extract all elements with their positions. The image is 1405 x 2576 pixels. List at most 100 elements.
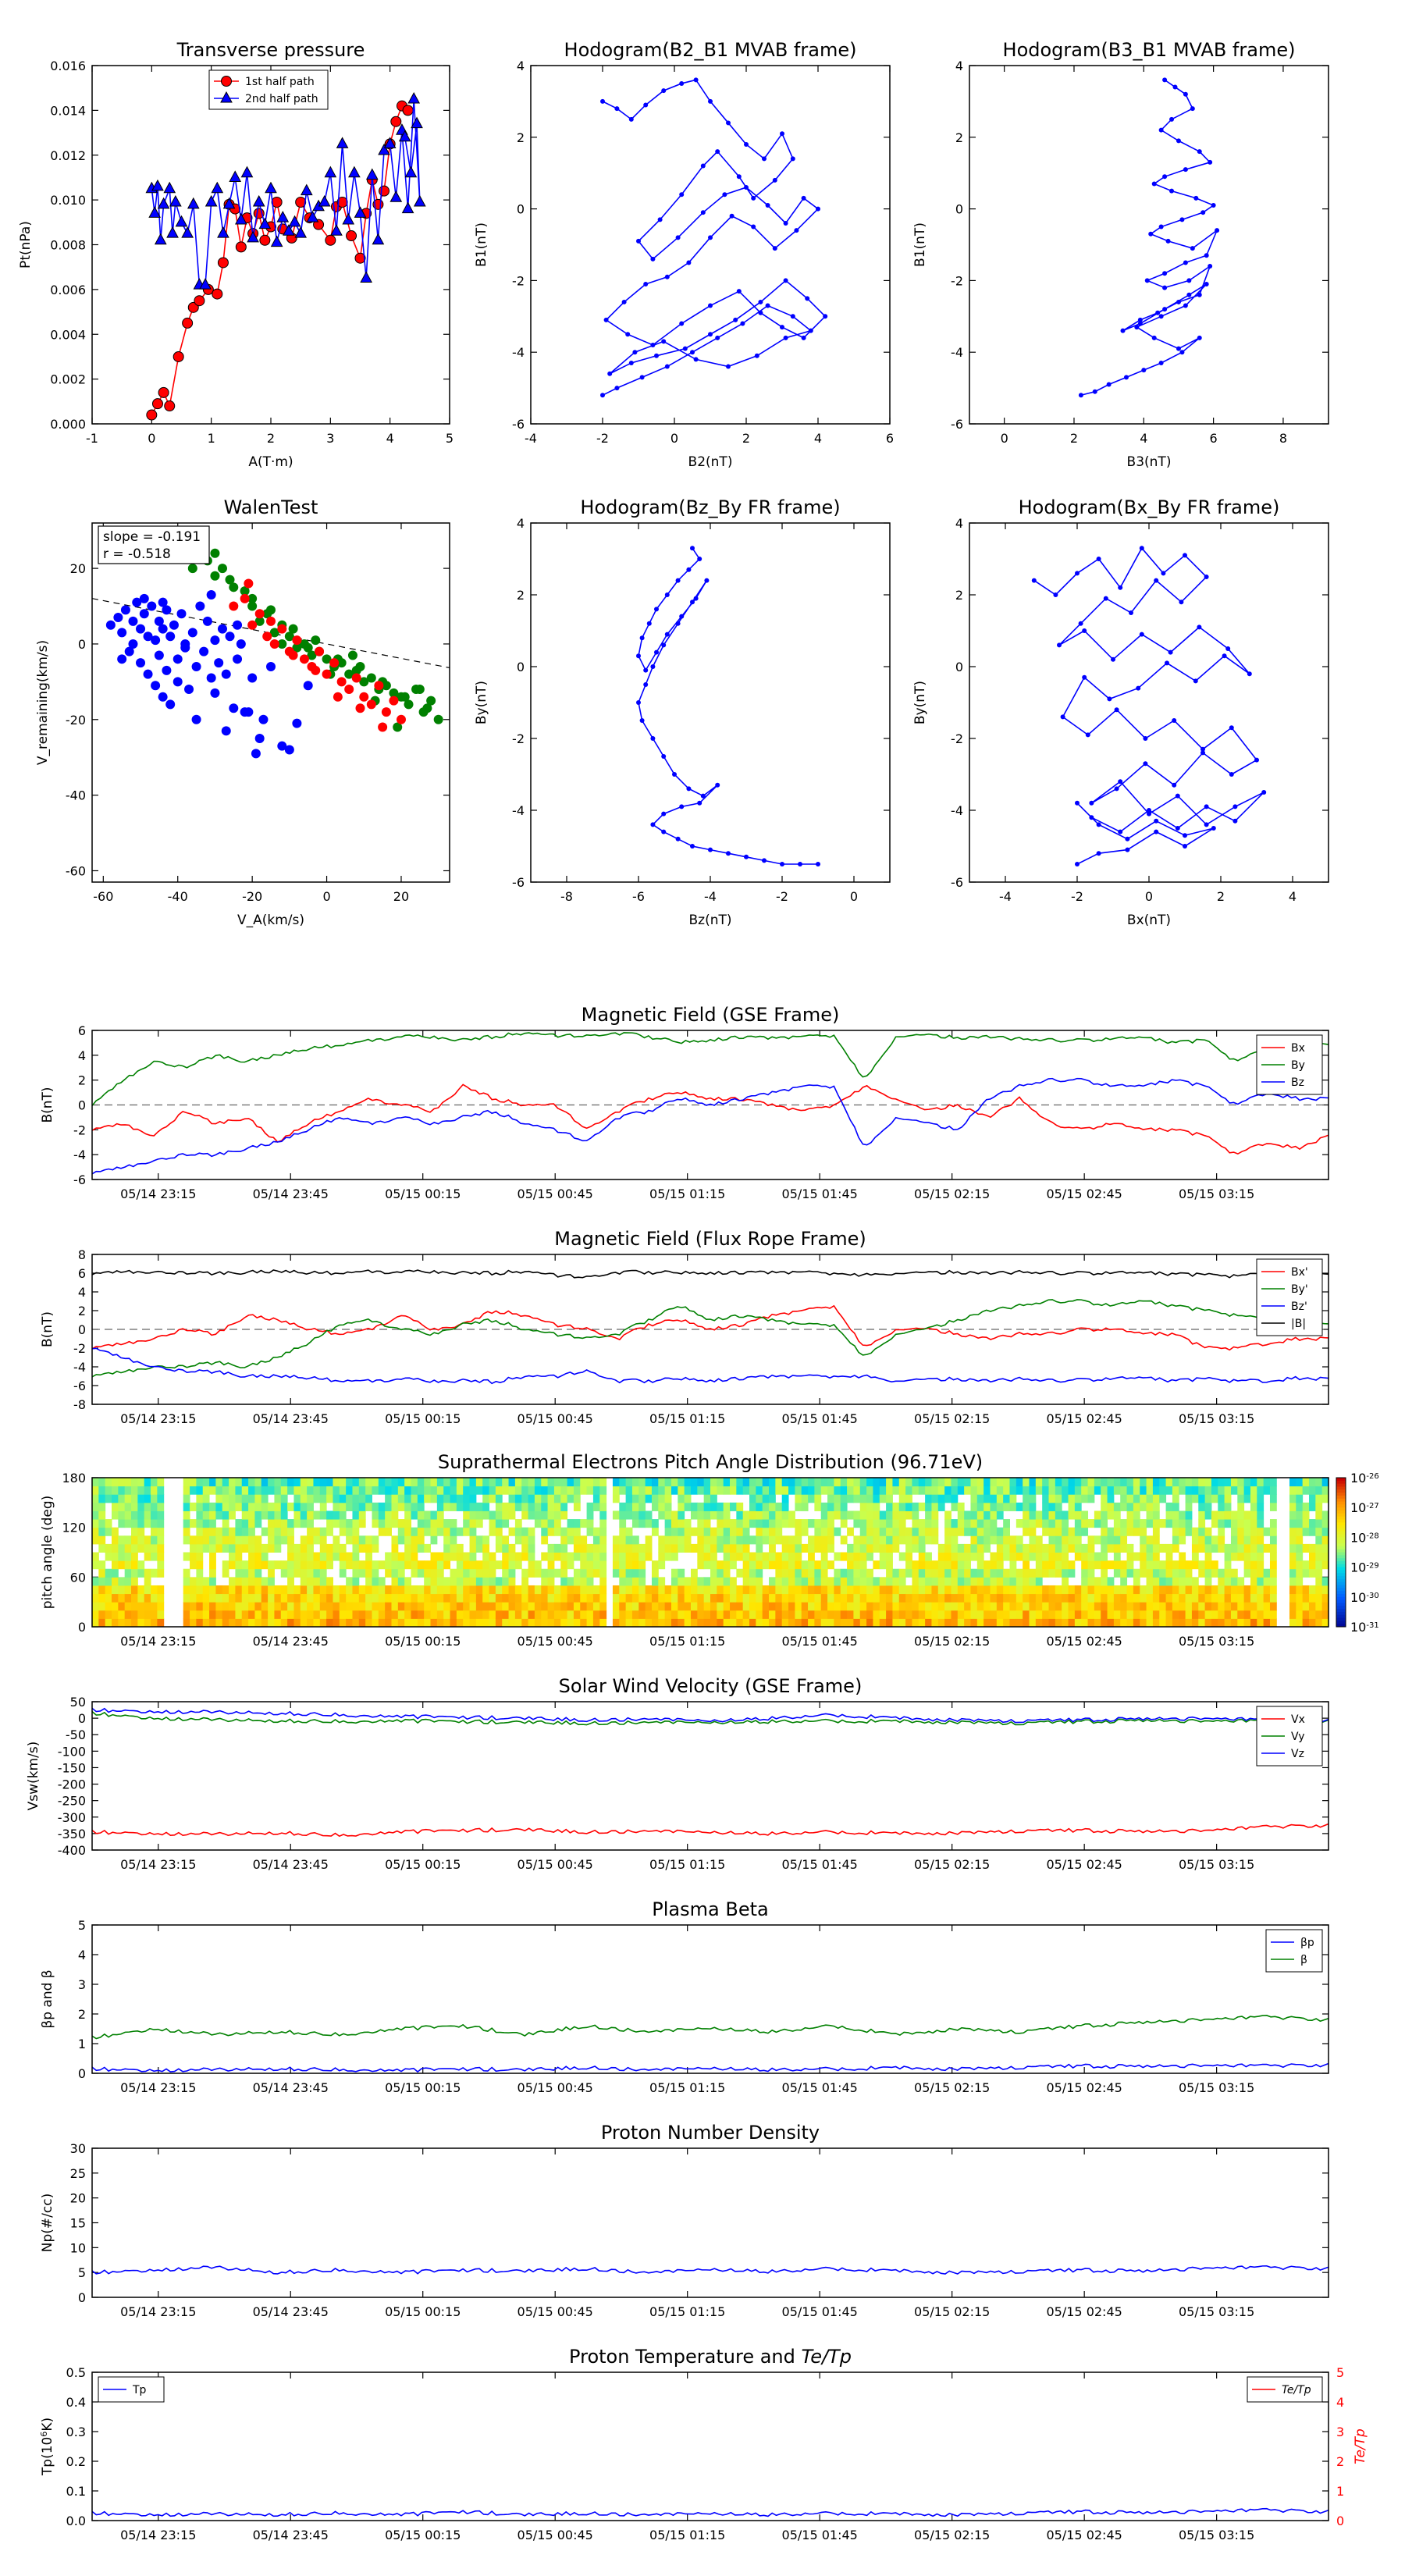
heatmap-cell: [612, 1478, 620, 1487]
heatmap-cell: [670, 1510, 678, 1520]
heatmap-cell: [1113, 1602, 1121, 1611]
heatmap-cell: [541, 1577, 549, 1586]
heatmap-cell: [990, 1527, 998, 1536]
heatmap-cell: [235, 1577, 243, 1586]
y-tick-label: 20: [70, 561, 86, 576]
heatmap-cell: [684, 1593, 692, 1603]
x-tick-label: -4: [999, 889, 1012, 904]
heatmap-cell: [456, 1527, 464, 1536]
heatmap-cell: [976, 1602, 984, 1611]
heatmap-cell: [1094, 1610, 1101, 1619]
heatmap-cell: [514, 1585, 522, 1595]
heatmap-cell: [567, 1577, 574, 1586]
heatmap-cell: [553, 1593, 561, 1603]
heatmap-cell: [1113, 1510, 1121, 1520]
heatmap-cell: [762, 1485, 770, 1495]
heatmap-cell: [436, 1618, 444, 1628]
data-point: [258, 714, 269, 724]
heatmap-cell: [984, 1602, 991, 1611]
heatmap-cell: [898, 1618, 906, 1628]
data-point: [311, 635, 321, 646]
y-tick-label: 0.1: [66, 2484, 86, 2499]
heatmap-cell: [385, 1602, 392, 1611]
heatmap-cell: [385, 1618, 392, 1628]
heatmap-cell: [670, 1610, 678, 1619]
heatmap-cell: [1263, 1485, 1271, 1495]
heatmap-cell: [1165, 1485, 1173, 1495]
heatmap-cell: [827, 1519, 834, 1528]
heatmap-cell: [1159, 1478, 1167, 1487]
heatmap-cell: [742, 1593, 750, 1603]
heatmap-cell: [847, 1618, 854, 1628]
heatmap-cell: [424, 1527, 432, 1536]
heatmap-cell: [645, 1593, 653, 1603]
data-point: [366, 673, 376, 683]
heatmap-cell: [612, 1585, 620, 1595]
heatmap-cell: [749, 1618, 756, 1628]
heatmap-cell: [918, 1527, 926, 1536]
heatmap-cell: [463, 1593, 471, 1603]
colorbar-tick-label: 10-28: [1350, 1530, 1379, 1545]
heatmap-cell: [1074, 1602, 1082, 1611]
heatmap-cell: [215, 1543, 223, 1553]
chart-title: Hodogram(B2_B1 MVAB frame): [564, 39, 857, 61]
heatmap-cell: [762, 1585, 770, 1595]
heatmap-cell: [339, 1552, 347, 1561]
data-point: [407, 91, 421, 104]
heatmap-cell: [274, 1593, 282, 1603]
heatmap-cell: [235, 1502, 243, 1511]
heatmap-cell: [1107, 1510, 1115, 1520]
heatmap-cell: [1029, 1602, 1037, 1611]
heatmap-cell: [951, 1543, 959, 1553]
heatmap-cell: [1081, 1618, 1089, 1628]
heatmap-cell: [1159, 1485, 1167, 1495]
heatmap-cell: [769, 1535, 776, 1545]
heatmap-cell: [1107, 1618, 1115, 1628]
heatmap-cell: [879, 1494, 887, 1503]
heatmap-cell: [912, 1519, 919, 1528]
heatmap-cell: [209, 1593, 216, 1603]
y-tick-label: 0: [78, 1620, 86, 1635]
heatmap-cell: [586, 1519, 594, 1528]
heatmap-cell: [859, 1478, 867, 1487]
heatmap-cell: [307, 1585, 314, 1595]
heatmap-cell: [808, 1610, 815, 1619]
heatmap-cell: [976, 1485, 984, 1495]
heatmap-cell: [1152, 1510, 1160, 1520]
heatmap-cell: [638, 1494, 646, 1503]
heatmap-cell: [319, 1593, 327, 1603]
heatmap-cell: [508, 1585, 516, 1595]
heatmap-cell: [625, 1610, 633, 1619]
heatmap-cell: [553, 1610, 561, 1619]
data-point: [1123, 375, 1129, 380]
data-point: [1162, 174, 1168, 180]
data-point: [700, 163, 706, 169]
heatmap-cell: [1243, 1618, 1251, 1628]
heatmap-cell: [313, 1610, 321, 1619]
heatmap-cell: [586, 1585, 594, 1595]
heatmap-cell: [1042, 1618, 1050, 1628]
heatmap-cell: [1016, 1602, 1023, 1611]
heatmap-cell: [795, 1552, 802, 1561]
heatmap-cell: [541, 1618, 549, 1628]
heatmap-cell: [658, 1535, 666, 1545]
heatmap-cell: [1062, 1560, 1069, 1570]
heatmap-cell: [1062, 1568, 1069, 1578]
heatmap-cell: [795, 1593, 802, 1603]
heatmap-cell: [1035, 1485, 1043, 1495]
heatmap-cell: [1243, 1593, 1251, 1603]
data-point: [389, 688, 399, 698]
heatmap-cell: [730, 1478, 737, 1487]
heatmap-cell: [144, 1568, 151, 1578]
heatmap-cell: [1107, 1494, 1115, 1503]
heatmap-cell: [98, 1494, 106, 1503]
data-point: [276, 211, 290, 222]
heatmap-cell: [710, 1535, 717, 1545]
y-tick-label: 15: [70, 2216, 86, 2231]
x-tick-label: 5: [446, 431, 454, 446]
heatmap-cell: [1315, 1552, 1323, 1561]
heatmap-cell: [1152, 1560, 1160, 1570]
heatmap-cell: [664, 1602, 672, 1611]
x-tick-label: 05/15 03:15: [1179, 2304, 1254, 2319]
data-point: [284, 745, 294, 755]
